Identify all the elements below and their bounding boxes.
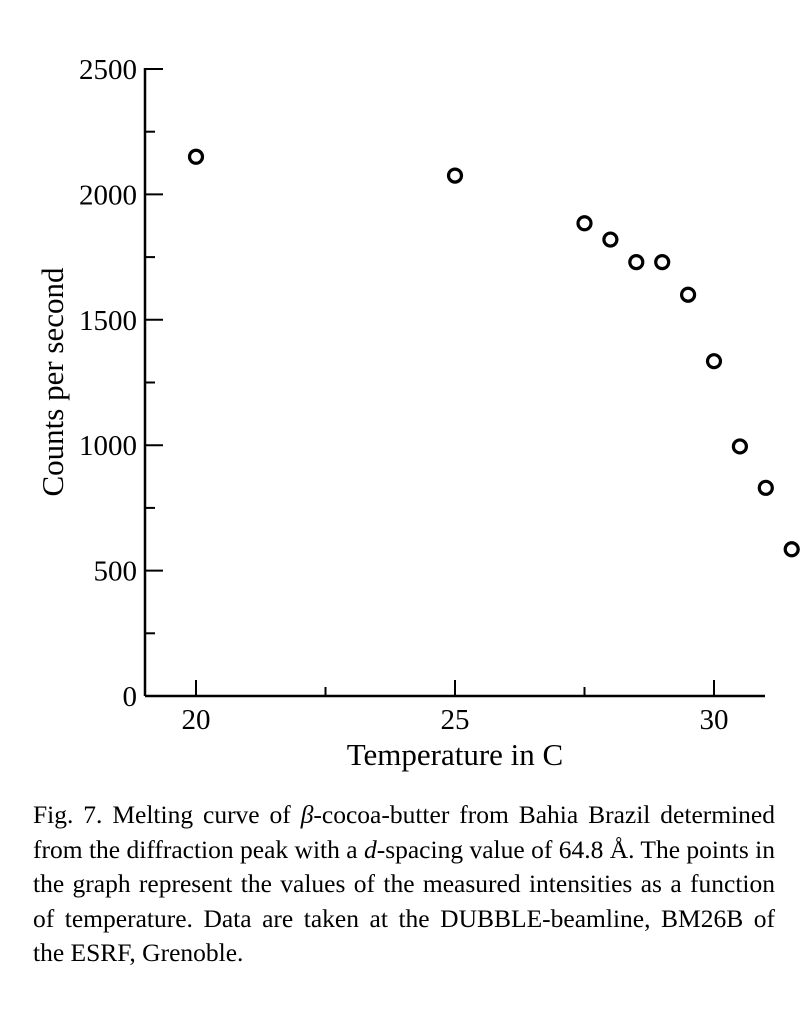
y-tick-label: 2000 [79,179,137,211]
y-tick-label: 500 [94,556,138,588]
y-tick-label: 2500 [79,54,137,86]
melting-curve-chart: 050010001500200025002025303540 Temperatu… [35,54,800,772]
chart-axes [143,68,765,698]
data-point [757,479,774,496]
y-tick-label: 1000 [79,430,137,462]
data-point [446,167,464,184]
data-point [628,254,645,271]
caption-fig-label: Fig. 7. [33,800,103,829]
chart-tick-labels: 050010001500200025002025303540 [79,54,729,736]
x-axis-title: Temperature in C [347,737,563,772]
y-tick-label: 0 [123,681,138,713]
caption-text-2: -cocoa-butter from Bahia Brazil determin… [33,800,775,864]
figure-caption: Fig. 7. Melting curve of β-cocoa-butter … [33,798,775,971]
caption-text-1: Melting curve of [102,800,301,829]
x-tick-label: 20 [182,704,211,736]
data-point [731,438,749,455]
caption-beta: β [300,800,314,829]
y-axis-title: Counts per second [35,267,70,497]
chart-ticks [145,68,715,697]
data-point [783,541,800,558]
data-point [187,148,205,165]
chart-points [187,148,800,558]
caption-d: d [363,834,377,864]
data-point [679,286,697,303]
data-point [705,353,723,370]
x-tick-label: 25 [441,704,470,736]
caption-text-3: -spacing value of 64.8 Å. The points in … [33,834,775,968]
data-point [576,215,593,232]
y-tick-label: 1500 [79,305,137,337]
data-point [654,254,671,271]
x-tick-label: 30 [700,704,729,736]
data-point [602,231,619,248]
